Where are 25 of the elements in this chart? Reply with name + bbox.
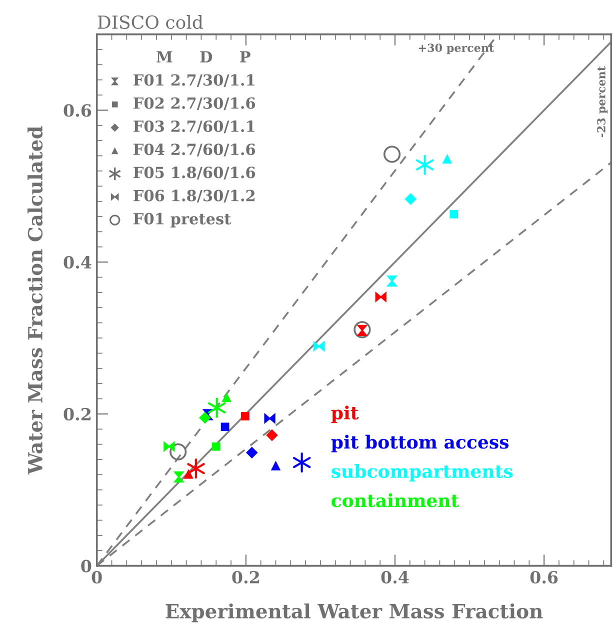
annotation: F02 2.7/30/1.6: [134, 97, 256, 110]
chart-title: DISCO cold: [98, 15, 203, 29]
x-tick-label: 0.4: [381, 570, 409, 584]
text: -23 percent: [597, 66, 608, 138]
y-tick-label: 0: [81, 560, 92, 572]
x-tick-label: 0.2: [232, 570, 259, 584]
y-tick-label: 0.4: [64, 256, 92, 269]
series-label: +30 percent: [418, 44, 494, 54]
annotation: M D P: [156, 51, 250, 62]
annotation: subcompartments: [332, 464, 513, 482]
y-axis-title: Water Mass Fraction Calculated: [28, 126, 43, 475]
legend-label: F01 pretest: [134, 212, 232, 228]
annotation: F05 1.8/60/1.6: [134, 166, 256, 180]
annotation: pit bottom access: [331, 434, 509, 452]
annotation: containment: [332, 493, 460, 508]
y-tick-label: 0.6: [64, 104, 92, 117]
annotation: pit: [331, 406, 359, 424]
y-tick-label: 0.2: [64, 408, 90, 420]
x-axis-title: Experimental Water Mass Fraction: [166, 603, 543, 622]
x-tick-label: 0: [92, 570, 102, 584]
x-tick-label: 0.6: [530, 570, 558, 584]
annotation: F06 1.8/30/1.2: [134, 190, 254, 203]
annotation: F01 2.7/30/1.1: [134, 74, 254, 87]
annotation: F04 2.7/60/1.6: [134, 144, 256, 156]
annotation: F03 2.7/60/1.1: [134, 120, 254, 134]
